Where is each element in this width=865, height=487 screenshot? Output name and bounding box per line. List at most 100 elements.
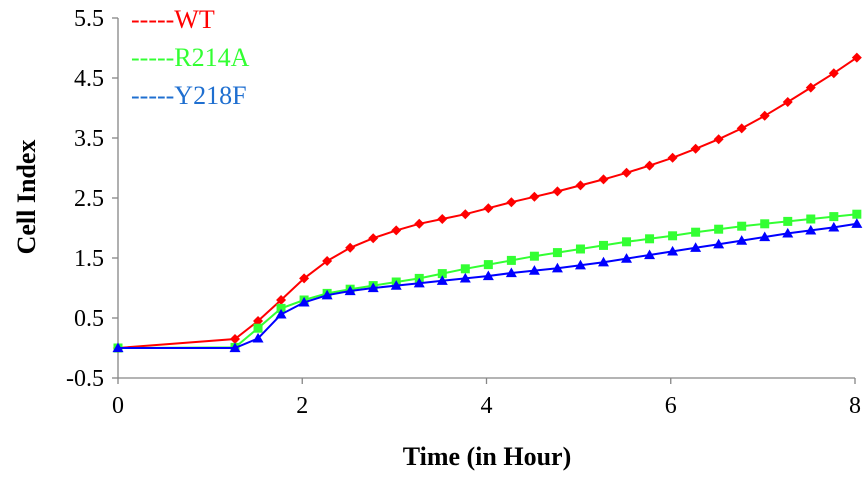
data-point-r214a-28	[852, 209, 862, 219]
y-axis-title: Cell Index	[12, 140, 41, 255]
data-point-r214a-15	[552, 248, 562, 258]
data-point-y218f-1	[229, 342, 241, 353]
data-point-wt-7	[368, 233, 379, 244]
data-point-r214a-18	[622, 237, 632, 247]
data-point-wt-1	[229, 334, 240, 344]
legend-entry-r214a: -----R214A	[131, 43, 250, 72]
legend-entry-wt: -----WT	[131, 5, 215, 34]
data-point-y218f-19	[644, 249, 656, 260]
data-point-wt-12	[483, 203, 494, 214]
data-point-wt-18	[621, 167, 632, 178]
data-point-r214a-11	[460, 264, 470, 274]
data-point-wt-9	[414, 218, 425, 229]
data-point-y218f-20	[667, 245, 679, 256]
data-point-y218f-21	[690, 242, 702, 252]
data-point-wt-2	[253, 316, 264, 326]
data-point-y218f-8	[390, 280, 402, 290]
data-point-y218f-27	[828, 221, 840, 232]
x-axis-title: Time (in Hour)	[403, 442, 572, 471]
data-point-y218f-18	[621, 253, 633, 263]
data-point-y218f-15	[551, 262, 563, 273]
data-point-wt-25	[782, 97, 793, 107]
data-point-r214a-13	[506, 255, 516, 265]
data-point-wt-8	[391, 225, 402, 236]
data-point-wt-4	[299, 273, 310, 284]
data-point-r214a-22	[714, 224, 724, 234]
data-point-y218f-5	[321, 289, 333, 300]
data-point-r214a-20	[668, 231, 678, 241]
data-point-y218f-12	[482, 270, 494, 281]
data-point-wt-16	[575, 180, 586, 191]
data-point-y218f-9	[413, 277, 425, 288]
series-line-y218f	[118, 222, 857, 349]
data-point-wt-20	[667, 152, 678, 163]
data-point-r214a-19	[645, 234, 655, 244]
data-point-y218f-10	[436, 275, 448, 285]
y-tick-label-4: 3.5	[74, 126, 104, 152]
data-point-y218f-4	[298, 296, 310, 307]
y-tick-label-1: 0.5	[74, 306, 104, 332]
data-point-wt-22	[713, 134, 724, 145]
data-point-y218f-0	[112, 342, 124, 353]
data-point-y218f-14	[528, 265, 540, 275]
data-point-wt-10	[437, 214, 448, 224]
data-point-y218f-25	[782, 227, 794, 238]
data-point-wt-11	[460, 209, 471, 220]
data-point-r214a-14	[529, 251, 539, 261]
data-point-wt-6	[345, 242, 356, 253]
data-point-wt-21	[690, 143, 701, 154]
data-point-wt-24	[759, 110, 770, 121]
data-point-r214a-25	[783, 216, 793, 226]
y-tick-label-0: -0.5	[66, 366, 104, 392]
legend: -----WT -----R214A -----Y218F	[131, 5, 250, 110]
x-tick-label-1: 2	[296, 393, 308, 419]
data-point-wt-19	[644, 160, 655, 171]
data-point-y218f-2	[252, 332, 264, 343]
data-point-r214a-21	[691, 227, 701, 237]
data-point-r214a-3	[276, 303, 286, 313]
data-point-wt-5	[322, 256, 333, 266]
data-point-y218f-11	[459, 272, 471, 283]
data-point-r214a-27	[829, 212, 839, 222]
data-point-y218f-16	[574, 259, 586, 270]
data-point-wt-13	[506, 197, 517, 208]
y-tick-label-2: 1.5	[74, 246, 104, 272]
series-layer	[112, 52, 863, 353]
axes: -0.5 0.5 1.5 2.5 3.5 4.5 5.5 0 2 4 6 8	[66, 6, 861, 419]
data-point-y218f-23	[736, 235, 748, 245]
data-point-r214a-2	[253, 323, 263, 333]
legend-entry-y218f: -----Y218F	[131, 81, 247, 110]
data-point-y218f-22	[713, 238, 725, 249]
data-point-r214a-10	[437, 269, 447, 279]
data-point-wt-28	[851, 52, 862, 63]
data-point-r214a-16	[575, 244, 585, 254]
data-point-r214a-23	[737, 221, 747, 231]
x-tick-label-0: 0	[112, 393, 124, 419]
series-y218f	[112, 218, 863, 353]
data-point-y218f-26	[805, 224, 817, 235]
x-tick-label-4: 8	[849, 393, 861, 419]
series-r214a	[113, 209, 862, 353]
series-line-r214a	[117, 213, 857, 349]
data-point-y218f-7	[367, 282, 379, 293]
data-point-r214a-12	[483, 260, 493, 270]
data-point-y218f-17	[597, 256, 609, 267]
y-tick-label-3: 2.5	[74, 186, 104, 212]
data-point-wt-26	[805, 82, 816, 93]
data-point-wt-27	[828, 68, 839, 79]
data-point-wt-17	[598, 174, 609, 185]
data-point-wt-3	[276, 295, 287, 305]
x-tick-label-3: 6	[665, 393, 677, 419]
data-point-y218f-3	[275, 308, 287, 319]
y-tick-label-6: 5.5	[74, 6, 104, 32]
x-tick-label-2: 4	[481, 393, 493, 419]
data-point-r214a-17	[598, 240, 608, 250]
data-point-r214a-26	[806, 214, 816, 224]
data-point-y218f-24	[759, 231, 771, 242]
data-point-y218f-13	[505, 267, 517, 278]
data-point-y218f-28	[851, 218, 863, 228]
y-tick-label-5: 4.5	[74, 66, 104, 92]
data-point-wt-14	[529, 191, 540, 202]
data-point-y218f-6	[344, 285, 356, 296]
